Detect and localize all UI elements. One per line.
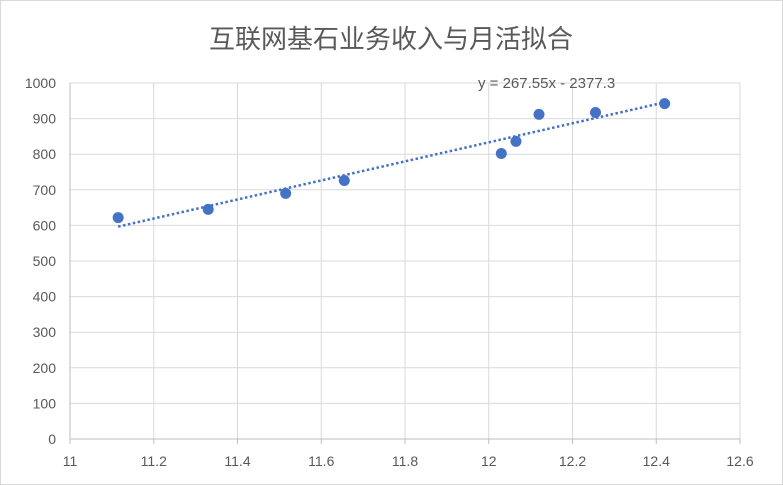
y-tick-label: 500 [33, 253, 57, 269]
y-tick-label: 100 [33, 395, 57, 411]
x-tick-label: 12.6 [726, 453, 753, 469]
trendline-equation: y = 267.55x - 2377.3 [478, 75, 615, 92]
data-points [112, 98, 671, 224]
y-tick-label: 1000 [25, 75, 56, 91]
x-tick-label: 12.4 [643, 453, 670, 469]
data-point [533, 108, 545, 120]
data-point [202, 203, 214, 215]
y-tick-label: 300 [33, 324, 57, 340]
chart-title: 互联网基石业务收入与月活拟合 [209, 25, 573, 55]
y-tick-label: 700 [33, 182, 57, 198]
data-point [338, 175, 350, 187]
x-tick-label: 12.2 [559, 453, 586, 469]
x-tick-label: 11.2 [141, 453, 167, 469]
data-point [510, 135, 522, 147]
x-tick-label: 11.8 [392, 453, 418, 469]
axes: 0 100 200 300 400 500 600 700 800 900 1000 11 11.2 11… [25, 75, 754, 469]
x-tick-label: 12 [481, 453, 497, 469]
y-tick-label: 0 [48, 431, 56, 447]
data-point [280, 187, 292, 199]
y-tick-label: 400 [33, 289, 57, 305]
x-tick-label: 11.4 [224, 453, 250, 469]
trendline [117, 101, 665, 228]
y-tick-label: 600 [33, 217, 57, 233]
x-tick-label: 11.6 [308, 453, 334, 469]
x-tick-label: 11 [63, 453, 78, 469]
y-tick-label: 900 [33, 111, 57, 127]
data-point [659, 98, 671, 110]
data-point [495, 147, 507, 159]
data-point [590, 107, 602, 119]
data-point [112, 212, 124, 224]
y-tick-label: 200 [33, 360, 57, 376]
gridlines [70, 82, 741, 439]
trendline-group [117, 101, 665, 228]
y-tick-label: 800 [33, 146, 57, 162]
